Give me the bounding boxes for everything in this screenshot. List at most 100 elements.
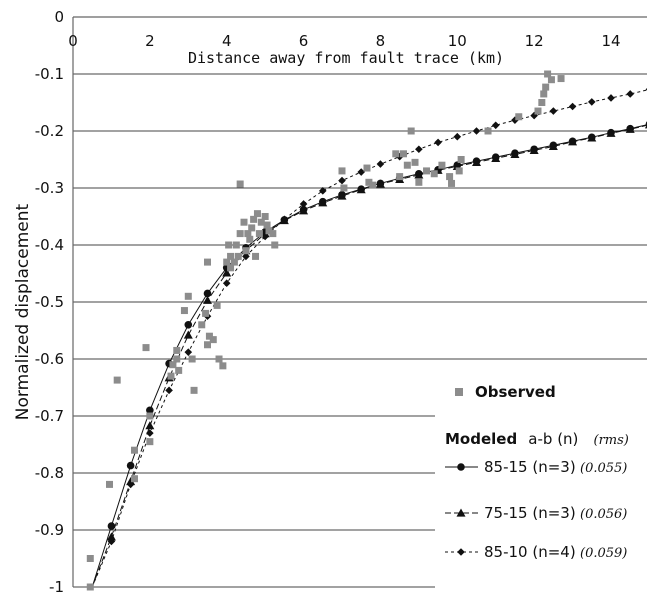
series-point [376, 160, 385, 168]
observed-point [242, 247, 250, 255]
observed-point [265, 227, 273, 235]
y-tick-labels: 0 -0.1 -0.2 -0.3 -0.4 -0.5 -0.6 -0.7 -0.8 -0.9 -1 [35, 8, 64, 596]
series-point [337, 191, 347, 200]
legend-label: 85-10 (n=4) [484, 543, 576, 561]
series-point [375, 179, 385, 188]
y-tick-label: -0.9 [35, 521, 64, 539]
series-point [146, 429, 154, 437]
series-point [106, 532, 116, 541]
legend-observed-marker [455, 388, 463, 396]
observed-point [250, 215, 258, 223]
series-point [529, 145, 539, 154]
series-point [107, 522, 116, 530]
legend-modeled-header: Modeled a-b (n) (rms) [445, 429, 629, 448]
observed-point [269, 230, 277, 238]
observed-point [173, 355, 181, 363]
x-axis-label: Distance away from fault trace (km) [188, 49, 504, 67]
series-point [146, 406, 154, 415]
legend-rms-value: (0.056) [580, 507, 627, 522]
observed-point [223, 258, 231, 266]
series-point [606, 128, 616, 137]
observed-point [271, 241, 279, 249]
series-point [491, 121, 500, 130]
series-point [242, 252, 250, 261]
series-point [280, 215, 289, 224]
legend-marker [457, 548, 465, 556]
series-point [107, 537, 116, 546]
observed-point [446, 173, 454, 181]
observed-point [457, 156, 465, 163]
observed-point [213, 301, 221, 309]
observed-point [202, 309, 210, 317]
legend-entry: 85-10 (n=4) (0.059) [445, 543, 627, 561]
observed-point [130, 446, 138, 454]
observed-point [534, 107, 542, 115]
series-point [183, 330, 193, 339]
series-point [203, 289, 212, 298]
observed-point [236, 230, 244, 238]
x-tick-label: 6 [299, 32, 309, 50]
observed-point [204, 258, 211, 266]
observed-point [173, 346, 181, 354]
observed-point [146, 438, 154, 446]
observed-point [430, 170, 438, 178]
observed-points [86, 70, 565, 591]
series-point [184, 348, 193, 356]
x-tick-label: 10 [448, 32, 467, 50]
y-tick-label: -1 [49, 578, 64, 596]
legend-modeled-rms: (rms) [594, 433, 629, 448]
series-point [222, 279, 231, 287]
observed-point [340, 184, 348, 192]
observed-point [246, 235, 254, 243]
observed-point [175, 366, 183, 374]
observed-point [209, 336, 217, 344]
series-point [145, 421, 155, 430]
series-point [625, 124, 635, 133]
observed-point [263, 221, 271, 229]
observed-point [169, 361, 177, 369]
y-tick-label: -0.3 [35, 179, 64, 197]
observed-point [204, 341, 211, 349]
observed-point [240, 218, 248, 226]
y-tick-label: -0.7 [35, 407, 64, 425]
series-point [126, 461, 135, 470]
observed-point [365, 178, 373, 186]
series-point [299, 206, 309, 215]
observed-point [448, 179, 456, 187]
y-axis-label: Normalized displacement [13, 203, 33, 420]
series-point [261, 232, 269, 241]
observed-point [113, 376, 121, 384]
observed-point [227, 252, 235, 260]
legend: Observed Modeled a-b (n) (rms) 85-15 (n=… [435, 368, 647, 590]
legend-rms-value: (0.055) [580, 461, 627, 476]
y-tick-label: -0.1 [35, 65, 64, 83]
series-point [434, 138, 442, 147]
observed-point [392, 150, 400, 158]
series-line [91, 89, 647, 588]
series-point [548, 141, 558, 150]
series-point [453, 132, 462, 141]
x-tick-labels: 0 2 4 6 8 10 12 14 [68, 32, 620, 50]
observed-point [540, 90, 548, 98]
observed-point [198, 321, 206, 329]
observed-point [205, 332, 213, 340]
observed-point [225, 241, 233, 249]
observed-point [227, 264, 235, 272]
observed-point [257, 218, 265, 226]
observed-point [455, 167, 463, 175]
legend-label: 75-15 (n=3) [484, 504, 576, 522]
observed-point [252, 252, 260, 260]
series-point [222, 268, 232, 277]
observed-point [86, 555, 94, 562]
observed-point [547, 76, 555, 84]
observed-point [142, 344, 150, 352]
observed-point [542, 83, 550, 91]
observed-point [369, 181, 377, 189]
legend-modeled-symbol: a-b (n) [528, 430, 578, 448]
observed-point [538, 99, 546, 106]
observed-point [255, 230, 263, 238]
series-point [357, 168, 366, 176]
observed-point [261, 213, 269, 220]
series-point [415, 145, 423, 154]
